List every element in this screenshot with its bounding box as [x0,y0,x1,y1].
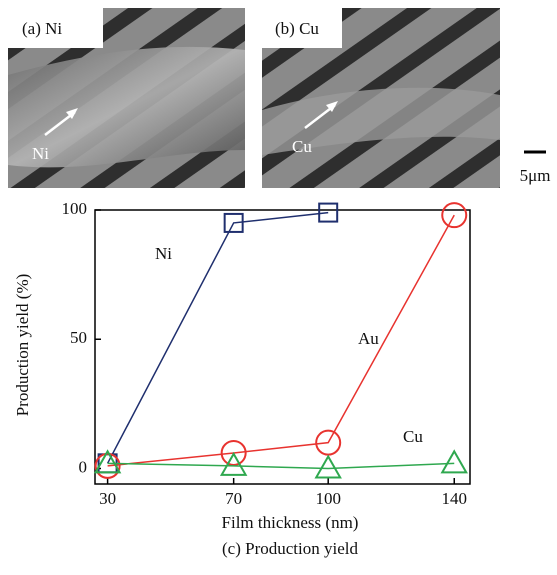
sem-panel-a: (a) Ni Ni [8,8,245,188]
series-label: Au [358,329,379,348]
arrow-label: Ni [32,144,49,163]
y-axis-label: Production yield (%) [13,274,32,417]
sem-panel-b: (b) Cu Cu [262,8,500,188]
x-axis-label: Film thickness (nm) [222,513,359,532]
y-tick-label: 100 [62,199,88,218]
y-tick-label: 50 [70,328,87,347]
series-line [108,463,455,468]
x-tick-label: 140 [441,489,467,508]
series-label: Ni [155,244,172,263]
figure: (a) Ni Ni (b) Cu Cu 5μm Film thickness (… [0,0,557,570]
arrow-label: Cu [292,137,312,156]
panel-label: (b) Cu [275,19,319,38]
scale-label: 5μm [520,166,551,185]
caption: (c) Production yield [222,539,358,558]
series-label: Cu [403,427,423,446]
series-line [108,213,329,464]
marker [442,451,466,472]
panel-label: (a) Ni [22,19,62,38]
x-tick-label: 70 [225,489,242,508]
x-tick-label: 100 [315,489,341,508]
x-tick-label: 30 [99,489,116,508]
y-tick-label: 0 [79,457,88,476]
marker [316,456,340,477]
